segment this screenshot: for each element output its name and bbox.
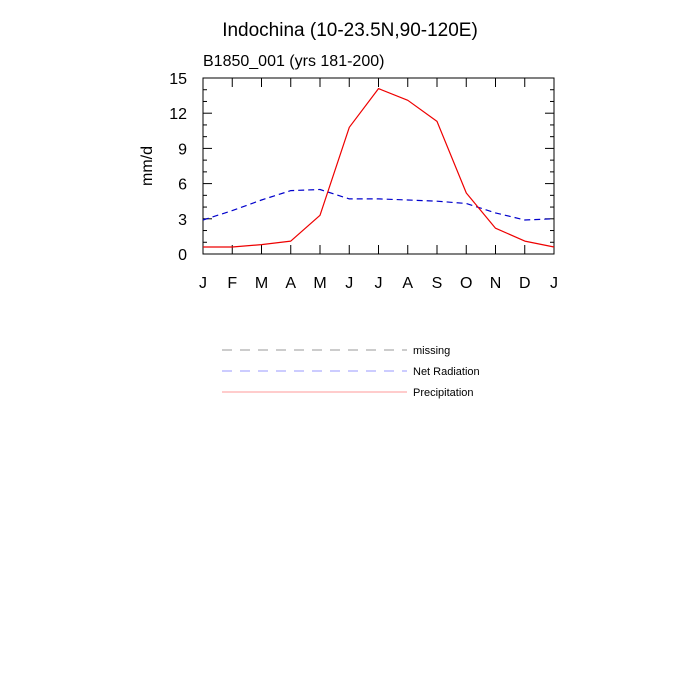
x-tick-label: J (375, 275, 383, 292)
y-tick-label: 3 (178, 212, 187, 229)
chart-title: Indochina (10-23.5N,90-120E) (222, 20, 478, 41)
net-radiation-line (202, 188, 555, 221)
x-tick-label: J (199, 275, 207, 292)
y-tick-label: 15 (169, 71, 187, 88)
legend: missing Net Radiation Precipitation (222, 345, 480, 399)
x-tick-label: J (345, 275, 353, 292)
legend-precipitation-label: Precipitation (413, 387, 474, 399)
x-tick-label: M (255, 275, 268, 292)
x-tick-label: A (402, 275, 413, 292)
y-axis-label: mm/d (139, 146, 156, 186)
x-tick-label: S (432, 275, 443, 292)
plot-frame (202, 77, 555, 255)
y-tick-label: 12 (169, 106, 187, 123)
x-tick-label: A (285, 275, 296, 292)
x-tick-label: J (550, 275, 558, 292)
x-tick-label: M (313, 275, 326, 292)
x-tick-label: F (227, 275, 237, 292)
legend-missing-label: missing (413, 345, 450, 357)
x-tick-label: N (490, 275, 502, 292)
x-tick-label: D (519, 275, 531, 292)
y-tick-label: 9 (178, 141, 187, 158)
y-tick-label: 0 (178, 247, 187, 264)
x-tick-label: O (460, 275, 472, 292)
precipitation-line (203, 87, 555, 248)
y-tick-label: 6 (178, 177, 187, 194)
chart-subtitle: B1850_001 (yrs 181-200) (203, 53, 384, 70)
legend-net-radiation-label: Net Radiation (413, 366, 480, 378)
